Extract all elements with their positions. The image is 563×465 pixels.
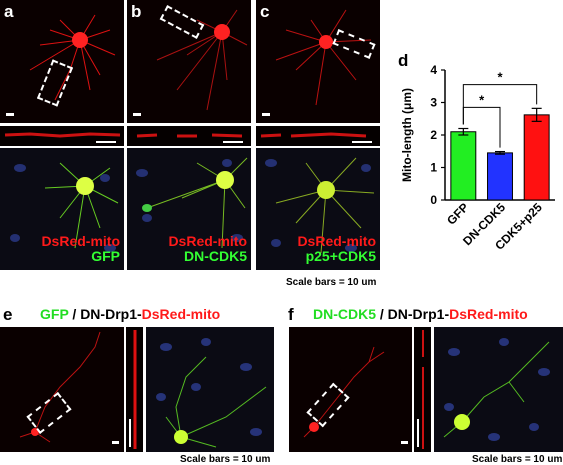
bar-cdk5-p25 — [523, 114, 550, 201]
significance-star: * — [479, 92, 485, 107]
panel-b-caption-dncdk5: DN-CDK5 — [184, 248, 247, 264]
panel-e-red-image — [0, 327, 124, 452]
bar-gfp — [450, 131, 477, 201]
significance-bracket — [462, 84, 538, 125]
panel-c-caption-dsred: DsRed-mito — [297, 233, 376, 249]
significance-star: * — [497, 70, 503, 85]
panel-b-red-image: b — [127, 0, 251, 123]
panel-e-mito-strip — [126, 327, 143, 452]
panel-f-title-sep: / DN-Drp1- — [376, 306, 450, 322]
scale-caption-f: Scale bars = 10 um — [472, 454, 563, 465]
panel-b-scale-bar — [133, 113, 141, 116]
panel-c-merge-image: DsRed-mito p25+CDK5 — [256, 148, 380, 270]
x-tick-label: GFP — [444, 200, 471, 227]
y-tick-label: 4 — [430, 63, 437, 77]
significance-bracket — [462, 106, 501, 148]
panel-d-label: d — [398, 51, 409, 70]
y-tick-label: 2 — [430, 128, 437, 142]
panel-a-mito-strip — [0, 126, 124, 146]
panel-e-scale-bar — [112, 441, 119, 444]
panel-c-label: c — [260, 2, 270, 21]
bar-dn-cdk5 — [487, 152, 513, 201]
scale-caption-top: Scale bars = 10 um — [286, 277, 377, 288]
panel-f-red-image — [289, 327, 412, 452]
panel-a-label: a — [4, 2, 14, 21]
panel-f-title-dncdk5: DN-CDK5 — [313, 306, 376, 322]
panel-a-merge-image: DsRed-mito GFP — [0, 148, 124, 270]
y-tick-label: 0 — [430, 193, 437, 207]
panel-c-red-image: c — [256, 0, 380, 123]
y-tick-label: 1 — [430, 161, 437, 175]
panel-e-title-dsred: DsRed-mito — [141, 306, 221, 322]
panel-b-caption-dsred: DsRed-mito — [168, 233, 247, 249]
panel-c-scale-bar — [262, 113, 270, 116]
panel-f-title: DN-CDK5 / DN-Drp1-DsRed-mito — [313, 306, 528, 322]
y-tick-label: 3 — [430, 96, 437, 110]
scale-caption-e: Scale bars = 10 um — [180, 454, 271, 465]
panel-f-scale-bar — [401, 441, 408, 444]
panel-b-mito-strip — [127, 126, 251, 146]
panel-e-label: e — [3, 305, 13, 324]
panel-b-label: b — [131, 2, 142, 21]
panel-e-merge-image — [146, 327, 274, 452]
panel-f-label: f — [288, 305, 294, 324]
panel-e-title: GFP / DN-Drp1-DsRed-mito — [40, 306, 220, 322]
y-axis-label: Mito-length (μm) — [400, 88, 414, 182]
panel-f-mito-strip — [414, 327, 431, 452]
panel-f-title-dsred: DsRed-mito — [449, 306, 528, 322]
panel-c-caption-p25cdk5: p25+CDK5 — [305, 248, 376, 264]
panel-a-caption-dsred: DsRed-mito — [41, 233, 120, 249]
panel-e-title-gfp: GFP — [40, 306, 69, 322]
panel-a-neuron-red — [29, 14, 116, 101]
panel-a-red-image: a — [0, 0, 124, 123]
panel-b-merge-image: DsRed-mito DN-CDK5 — [127, 148, 251, 270]
panel-a-scale-bar — [6, 113, 14, 116]
panel-f-merge-image — [434, 327, 563, 452]
panel-c-mito-strip — [256, 126, 380, 146]
panel-e-title-sep: / DN-Drp1- — [68, 306, 142, 322]
panel-a-caption-gfp: GFP — [91, 248, 120, 264]
